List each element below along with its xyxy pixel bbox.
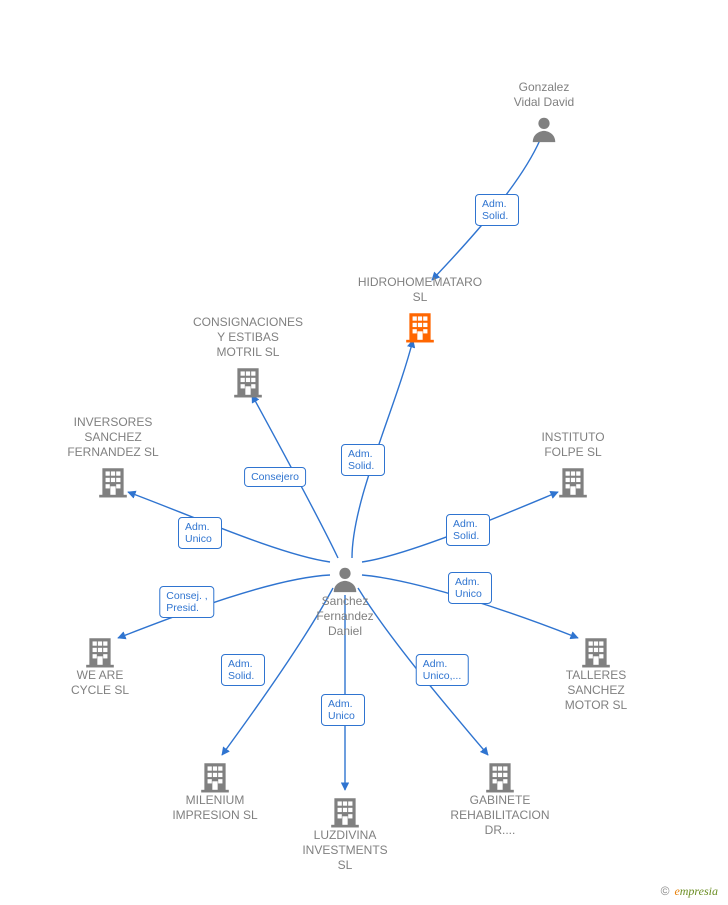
- node-gonzalez[interactable]: Gonzalez Vidal David: [474, 80, 614, 144]
- node-sanchez[interactable]: Sanchez Fernandez Daniel: [275, 560, 415, 639]
- building-icon: [579, 634, 613, 668]
- building-icon: [231, 364, 265, 398]
- copyright: © empresia: [661, 884, 718, 899]
- brand-rest: mpresia: [680, 884, 718, 898]
- building-icon: [483, 759, 517, 793]
- edge: [128, 492, 330, 562]
- node-label: INVERSORES SANCHEZ FERNANDEZ SL: [43, 415, 183, 460]
- node-milenium[interactable]: MILENIUM IMPRESION SL: [145, 755, 285, 823]
- node-wearecycle[interactable]: WE ARE CYCLE SL: [30, 630, 170, 698]
- node-label: CONSIGNACIONES Y ESTIBAS MOTRIL SL: [178, 315, 318, 360]
- building-icon: [328, 794, 362, 828]
- building-icon: [403, 309, 437, 343]
- network-diagram: Adm. Solid. Adm. Solid. Consejero Adm. Unic…: [0, 0, 728, 905]
- copyright-symbol: ©: [661, 884, 670, 898]
- node-label: Gonzalez Vidal David: [474, 80, 614, 110]
- node-luzdivina[interactable]: LUZDIVINA INVESTMENTS SL: [275, 790, 415, 873]
- edge-label: Adm. Unico: [178, 517, 222, 549]
- node-instituto[interactable]: INSTITUTO FOLPE SL: [503, 430, 643, 498]
- node-label: LUZDIVINA INVESTMENTS SL: [275, 828, 415, 873]
- building-icon: [83, 634, 117, 668]
- edge-label: Adm. Unico,...: [416, 654, 469, 686]
- edge-label: Adm. Solid.: [341, 444, 385, 476]
- edge-label: Adm. Solid.: [475, 194, 519, 226]
- node-label: TALLERES SANCHEZ MOTOR SL: [526, 668, 666, 713]
- node-gabinete[interactable]: GABINETE REHABILITACION DR....: [430, 755, 570, 838]
- building-icon: [96, 464, 130, 498]
- node-label: INSTITUTO FOLPE SL: [503, 430, 643, 460]
- edge-label: Adm. Solid.: [221, 654, 265, 686]
- edge-label: Consejero: [244, 467, 306, 487]
- node-hidrohome[interactable]: HIDROHOMEMATARO SL: [350, 275, 490, 343]
- edge-label: Adm. Unico: [448, 572, 492, 604]
- node-label: Sanchez Fernandez Daniel: [275, 594, 415, 639]
- node-label: HIDROHOMEMATARO SL: [350, 275, 490, 305]
- node-label: MILENIUM IMPRESION SL: [145, 793, 285, 823]
- building-icon: [198, 759, 232, 793]
- node-label: WE ARE CYCLE SL: [30, 668, 170, 698]
- node-talleres[interactable]: TALLERES SANCHEZ MOTOR SL: [526, 630, 666, 713]
- node-consignaciones[interactable]: CONSIGNACIONES Y ESTIBAS MOTRIL SL: [178, 315, 318, 398]
- building-icon: [556, 464, 590, 498]
- edge-label: Adm. Solid.: [446, 514, 490, 546]
- edge-label: Consej. , Presid.: [159, 586, 214, 618]
- node-label: GABINETE REHABILITACION DR....: [430, 793, 570, 838]
- edge-label: Adm. Unico: [321, 694, 365, 726]
- node-inversores[interactable]: INVERSORES SANCHEZ FERNANDEZ SL: [43, 415, 183, 498]
- person-icon: [529, 114, 559, 144]
- person-icon: [330, 564, 360, 594]
